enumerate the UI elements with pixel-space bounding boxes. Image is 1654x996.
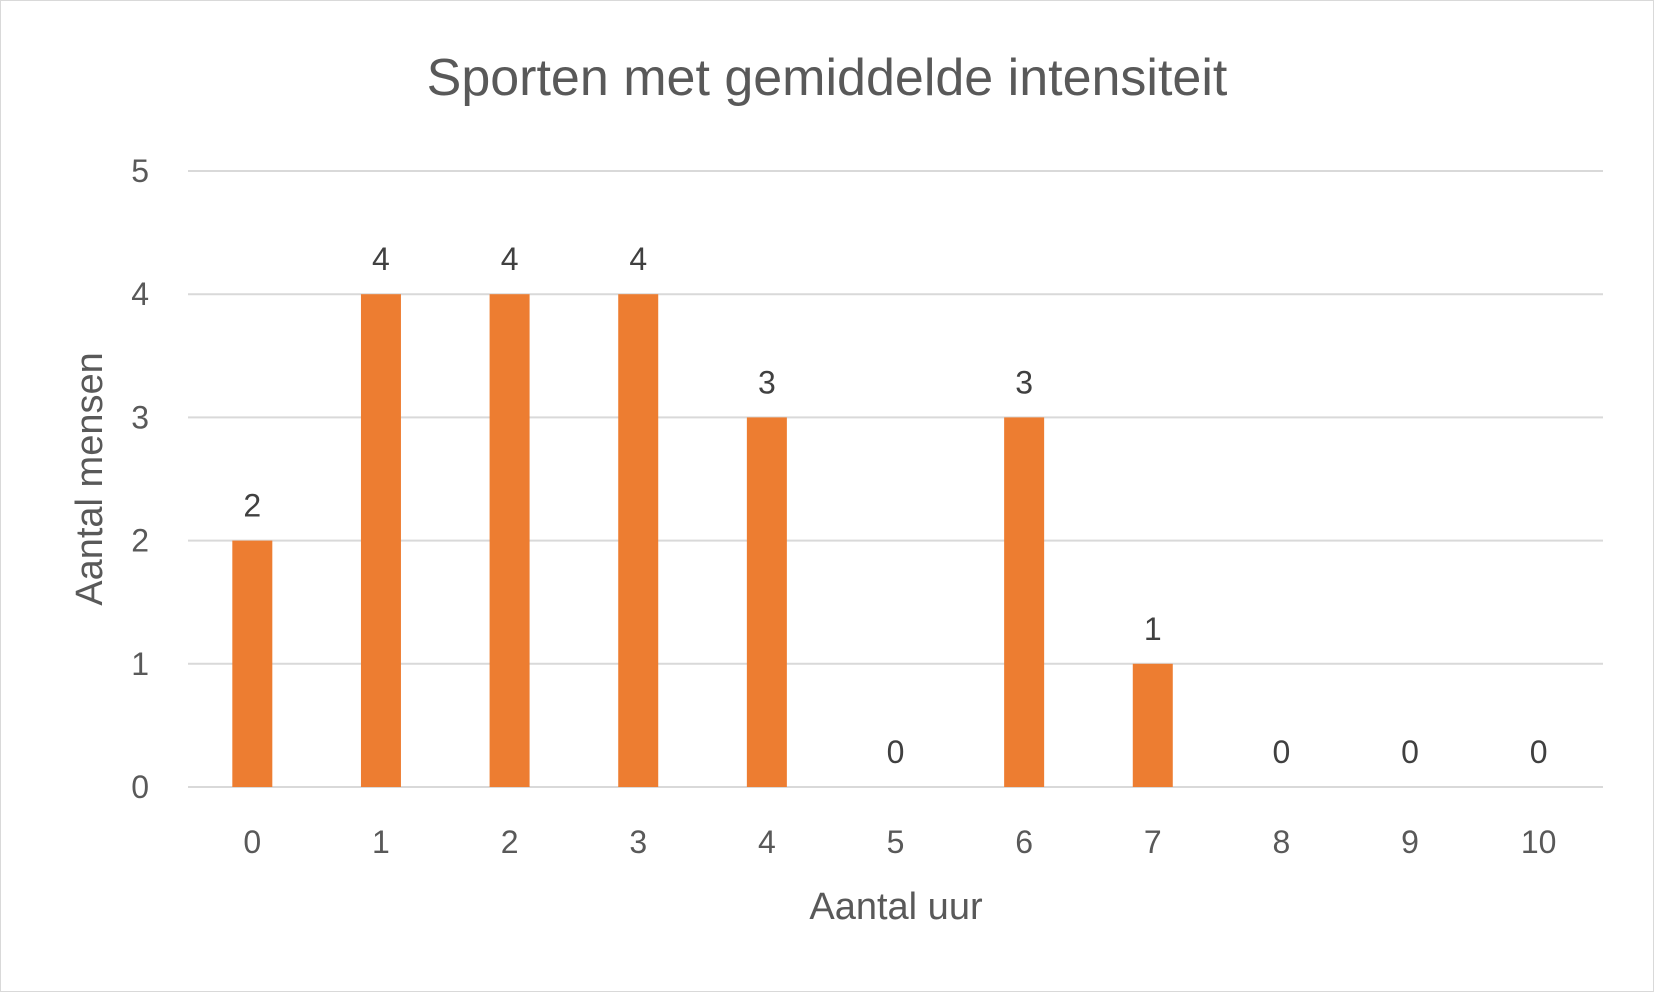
data-label: 1 [1144, 611, 1162, 647]
bar [618, 294, 659, 787]
data-label: 4 [629, 241, 647, 277]
x-tick-label: 0 [243, 824, 261, 860]
y-tick-label: 1 [131, 646, 149, 682]
y-axis-title: Aantal mensen [69, 352, 111, 606]
y-tick-label: 2 [131, 523, 149, 559]
data-label: 2 [243, 488, 261, 524]
y-tick-label: 5 [131, 153, 149, 189]
bar [1132, 663, 1173, 787]
bar [489, 294, 530, 787]
y-tick-label: 3 [131, 399, 149, 435]
x-tick-label: 8 [1273, 824, 1291, 860]
data-labels: 2 4 4 4 3 0 3 1 0 0 0 [243, 241, 1547, 770]
chart-title: Sporten met gemiddelde intensiteit [427, 49, 1228, 107]
x-axis-ticks: 0 1 2 3 4 5 6 7 8 9 10 [243, 824, 1556, 860]
bar [1004, 417, 1045, 787]
x-tick-label: 7 [1144, 824, 1162, 860]
bars [232, 294, 1173, 787]
x-tick-label: 5 [887, 824, 905, 860]
y-tick-label: 4 [131, 276, 149, 312]
x-tick-label: 1 [372, 824, 390, 860]
x-tick-label: 4 [758, 824, 776, 860]
data-label: 0 [1401, 734, 1419, 770]
data-label: 3 [1015, 364, 1033, 400]
data-label: 4 [501, 241, 519, 277]
y-axis-ticks: 0 1 2 3 4 5 [131, 153, 149, 805]
data-label: 0 [1530, 734, 1548, 770]
data-label: 0 [1273, 734, 1291, 770]
x-tick-label: 6 [1015, 824, 1033, 860]
bar [232, 540, 273, 787]
x-tick-label: 2 [501, 824, 519, 860]
x-tick-label: 10 [1521, 824, 1557, 860]
gridlines [188, 170, 1603, 788]
x-tick-label: 9 [1401, 824, 1419, 860]
data-label: 0 [887, 734, 905, 770]
x-tick-label: 3 [629, 824, 647, 860]
y-tick-label: 0 [131, 769, 149, 805]
bar [360, 294, 401, 787]
bar [746, 417, 787, 787]
data-label: 3 [758, 364, 776, 400]
x-axis-title: Aantal uur [809, 886, 983, 928]
data-label: 4 [372, 241, 390, 277]
